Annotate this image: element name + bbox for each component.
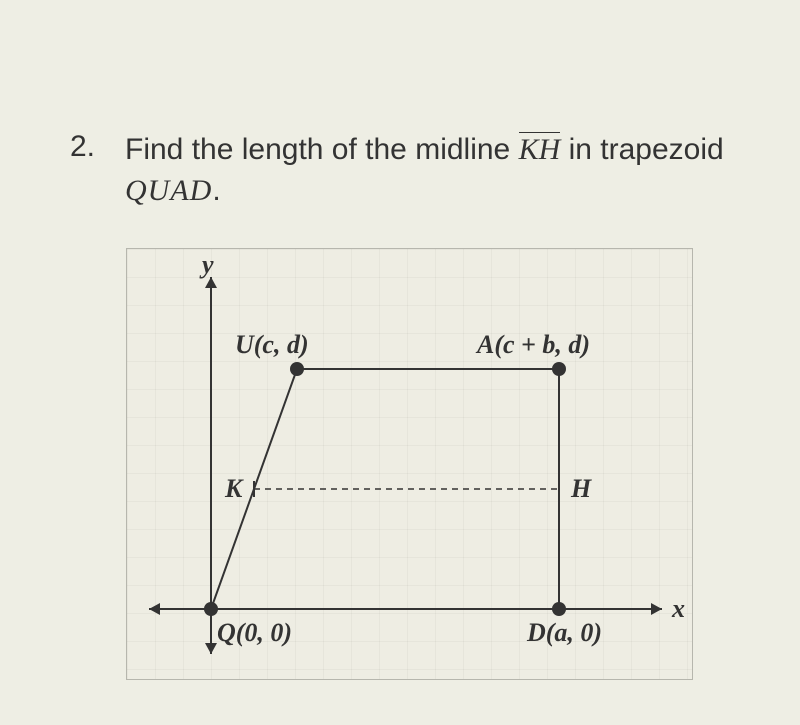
point-D (552, 602, 566, 616)
text-before: Find the length of the midline (125, 133, 519, 166)
y-axis-label: y (199, 250, 214, 279)
label-A: A(c + b, d) (475, 330, 590, 359)
arrowhead (651, 603, 662, 615)
arrowhead (149, 603, 160, 615)
figure-svg: Q(0, 0) D(a, 0) U(c, d) A(c + b, d) K Hx y (127, 249, 692, 679)
problem-text: Find the length of the midline KH in tra… (125, 130, 740, 211)
label-D: D(a, 0) (526, 618, 602, 647)
point-U (290, 362, 304, 376)
x-axis-label: x (671, 594, 685, 623)
point-Q (204, 602, 218, 616)
arrowhead (205, 643, 217, 654)
problem-number: 2. (70, 130, 95, 164)
kh-letters: KH (519, 133, 561, 166)
segment-kh: KH (519, 130, 561, 171)
quad-name: QUAD (125, 174, 212, 207)
label-K: K (224, 474, 244, 503)
text-after: in trapezoid (560, 133, 723, 166)
point-A (552, 362, 566, 376)
problem-block: 2. Find the length of the midline KH in … (70, 130, 740, 211)
page: 2. Find the length of the midline KH in … (0, 0, 800, 725)
label-H: H (570, 474, 592, 503)
period: . (212, 174, 220, 207)
label-Q: Q(0, 0) (217, 618, 292, 647)
figure-box: Q(0, 0) D(a, 0) U(c, d) A(c + b, d) K Hx y (126, 248, 693, 680)
overbar (519, 132, 561, 133)
label-U: U(c, d) (235, 330, 309, 359)
